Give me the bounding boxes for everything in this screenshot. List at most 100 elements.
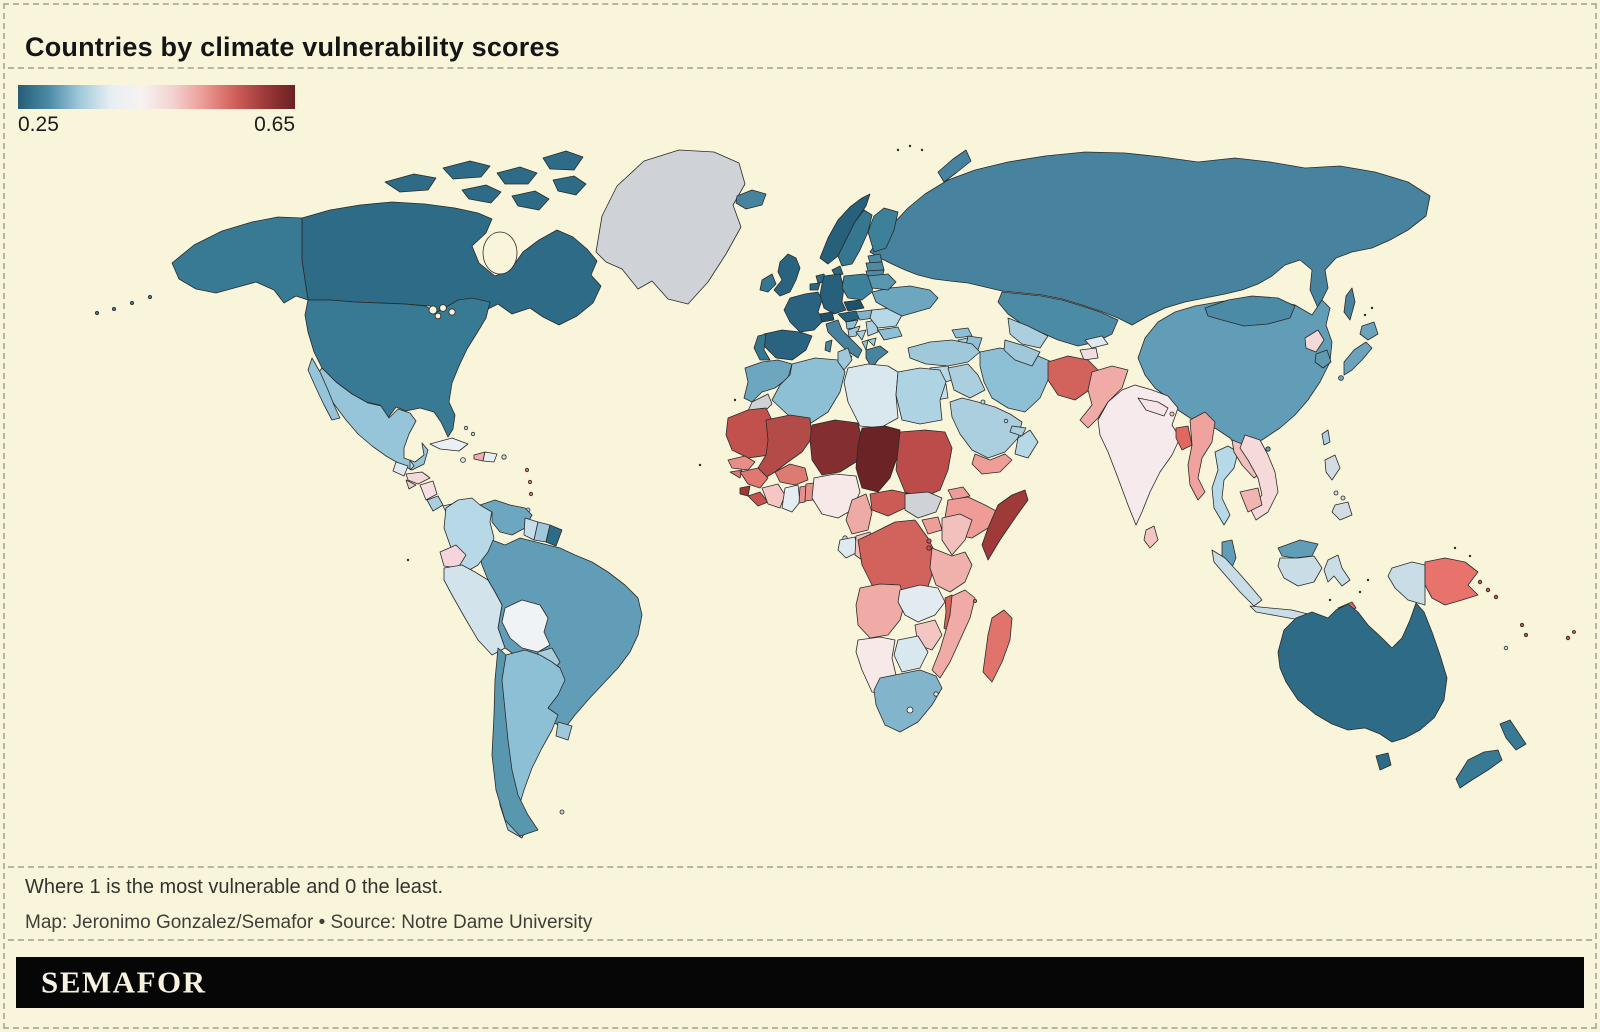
country-honduras <box>405 471 431 485</box>
country-kenya <box>941 513 973 556</box>
country-eritrea <box>947 486 971 501</box>
country-mongolia <box>1204 295 1296 327</box>
country-australia-tasmania <box>1375 752 1392 771</box>
country-canada-arctic-5 <box>461 184 502 204</box>
country-uruguay <box>555 721 573 741</box>
country-solomon-islands <box>1493 594 1499 600</box>
country-uk <box>773 253 801 297</box>
country-bangladesh <box>1175 425 1193 451</box>
country-tunisia <box>837 347 853 371</box>
country-vanuatu <box>1519 622 1525 628</box>
country-india <box>1097 384 1181 526</box>
country-oman <box>1014 429 1039 459</box>
country-new-zealand-north <box>1499 719 1527 751</box>
country-lesser-antilles <box>528 491 534 497</box>
country-chile <box>491 647 539 837</box>
country-nepal <box>1137 397 1169 417</box>
country-niger <box>809 419 863 476</box>
country-mauritania <box>725 407 773 459</box>
divider-above-footnote <box>8 866 1592 868</box>
country-fiji <box>1572 630 1576 634</box>
country-thailand <box>1211 445 1239 526</box>
country-china <box>1137 297 1333 449</box>
country-finland <box>867 207 899 253</box>
small-island-specks <box>406 144 1472 602</box>
country-taiwan <box>1321 429 1331 446</box>
country-nicaragua <box>419 480 438 501</box>
country-indonesia-borneo <box>1277 555 1323 587</box>
country-kyrgyzstan <box>1084 335 1109 349</box>
country-myanmar <box>1187 411 1216 501</box>
country-yemen <box>971 453 1013 475</box>
country-qatar <box>1003 418 1009 424</box>
country-jamaica <box>460 457 466 463</box>
country-south-africa <box>873 669 943 733</box>
country-canada-arctic-2 <box>442 160 491 180</box>
country-algeria <box>771 357 846 426</box>
country-sudan <box>895 429 953 499</box>
country-peru <box>443 564 506 656</box>
country-png <box>1424 557 1479 606</box>
legend-max-label: 0.65 <box>254 113 295 136</box>
country-bahamas <box>470 431 476 437</box>
country-mali <box>757 414 813 479</box>
country-madagascar <box>982 609 1013 683</box>
country-bulgaria <box>877 326 903 341</box>
country-puerto-rico <box>501 454 507 460</box>
country-canada-arctic-3 <box>496 166 538 185</box>
country-china-hainan <box>1265 446 1271 452</box>
country-guatemala <box>392 461 409 477</box>
country-belize <box>409 459 415 471</box>
country-burkina-faso <box>774 463 809 486</box>
country-ecuador <box>439 544 467 569</box>
water-hudson-bay <box>482 231 518 275</box>
country-russia-novaya-zemlya <box>937 149 972 183</box>
page-title: Countries by climate vulnerability score… <box>25 32 560 63</box>
country-falklands <box>559 809 565 815</box>
country-australia <box>1277 602 1448 743</box>
brand-logo: SEMAFOR <box>41 963 207 999</box>
country-indonesia-sumatra <box>1211 549 1263 607</box>
country-south-sudan <box>904 491 943 519</box>
country-cameroon <box>845 493 873 535</box>
country-kazakhstan <box>997 291 1119 347</box>
country-mozambique <box>931 589 976 679</box>
country-sweden <box>837 209 873 267</box>
country-angola <box>855 583 906 639</box>
lake-ontario <box>448 308 456 316</box>
country-japan-hokkaido <box>1359 321 1379 341</box>
country-philippines-mindanao <box>1331 501 1353 521</box>
country-belgium <box>809 282 821 291</box>
lake-michigan <box>434 312 442 320</box>
country-usa-alaska <box>171 216 309 304</box>
country-belarus <box>867 273 897 291</box>
map-note: Where 1 is the most vulnerable and 0 the… <box>25 876 444 898</box>
country-tanzania <box>929 547 973 593</box>
country-kuwait <box>980 399 986 405</box>
country-mexico-baja <box>307 357 341 421</box>
country-drc <box>857 519 936 606</box>
country-somalia <box>981 489 1029 561</box>
country-togo <box>798 485 807 504</box>
country-spain <box>763 329 813 361</box>
country-croatia <box>847 325 861 338</box>
country-portugal <box>753 333 771 361</box>
country-senegal <box>727 455 756 471</box>
country-chad <box>855 425 901 493</box>
lake-huron <box>439 304 447 312</box>
country-vanuatu <box>1523 632 1529 638</box>
country-philippines-luzon <box>1324 454 1341 481</box>
divider-top <box>8 67 1592 69</box>
country-czech-republic <box>843 299 865 312</box>
country-cambodia <box>1239 487 1263 513</box>
country-bosnia <box>855 329 867 341</box>
country-lesser-antilles <box>527 479 533 485</box>
country-estonia <box>867 253 883 264</box>
divider-above-brand <box>8 939 1592 941</box>
country-poland <box>841 273 875 301</box>
country-comoros <box>973 599 978 604</box>
country-central-african-republic <box>869 489 911 517</box>
country-solomon-islands <box>1485 587 1491 593</box>
country-switzerland <box>819 311 835 323</box>
